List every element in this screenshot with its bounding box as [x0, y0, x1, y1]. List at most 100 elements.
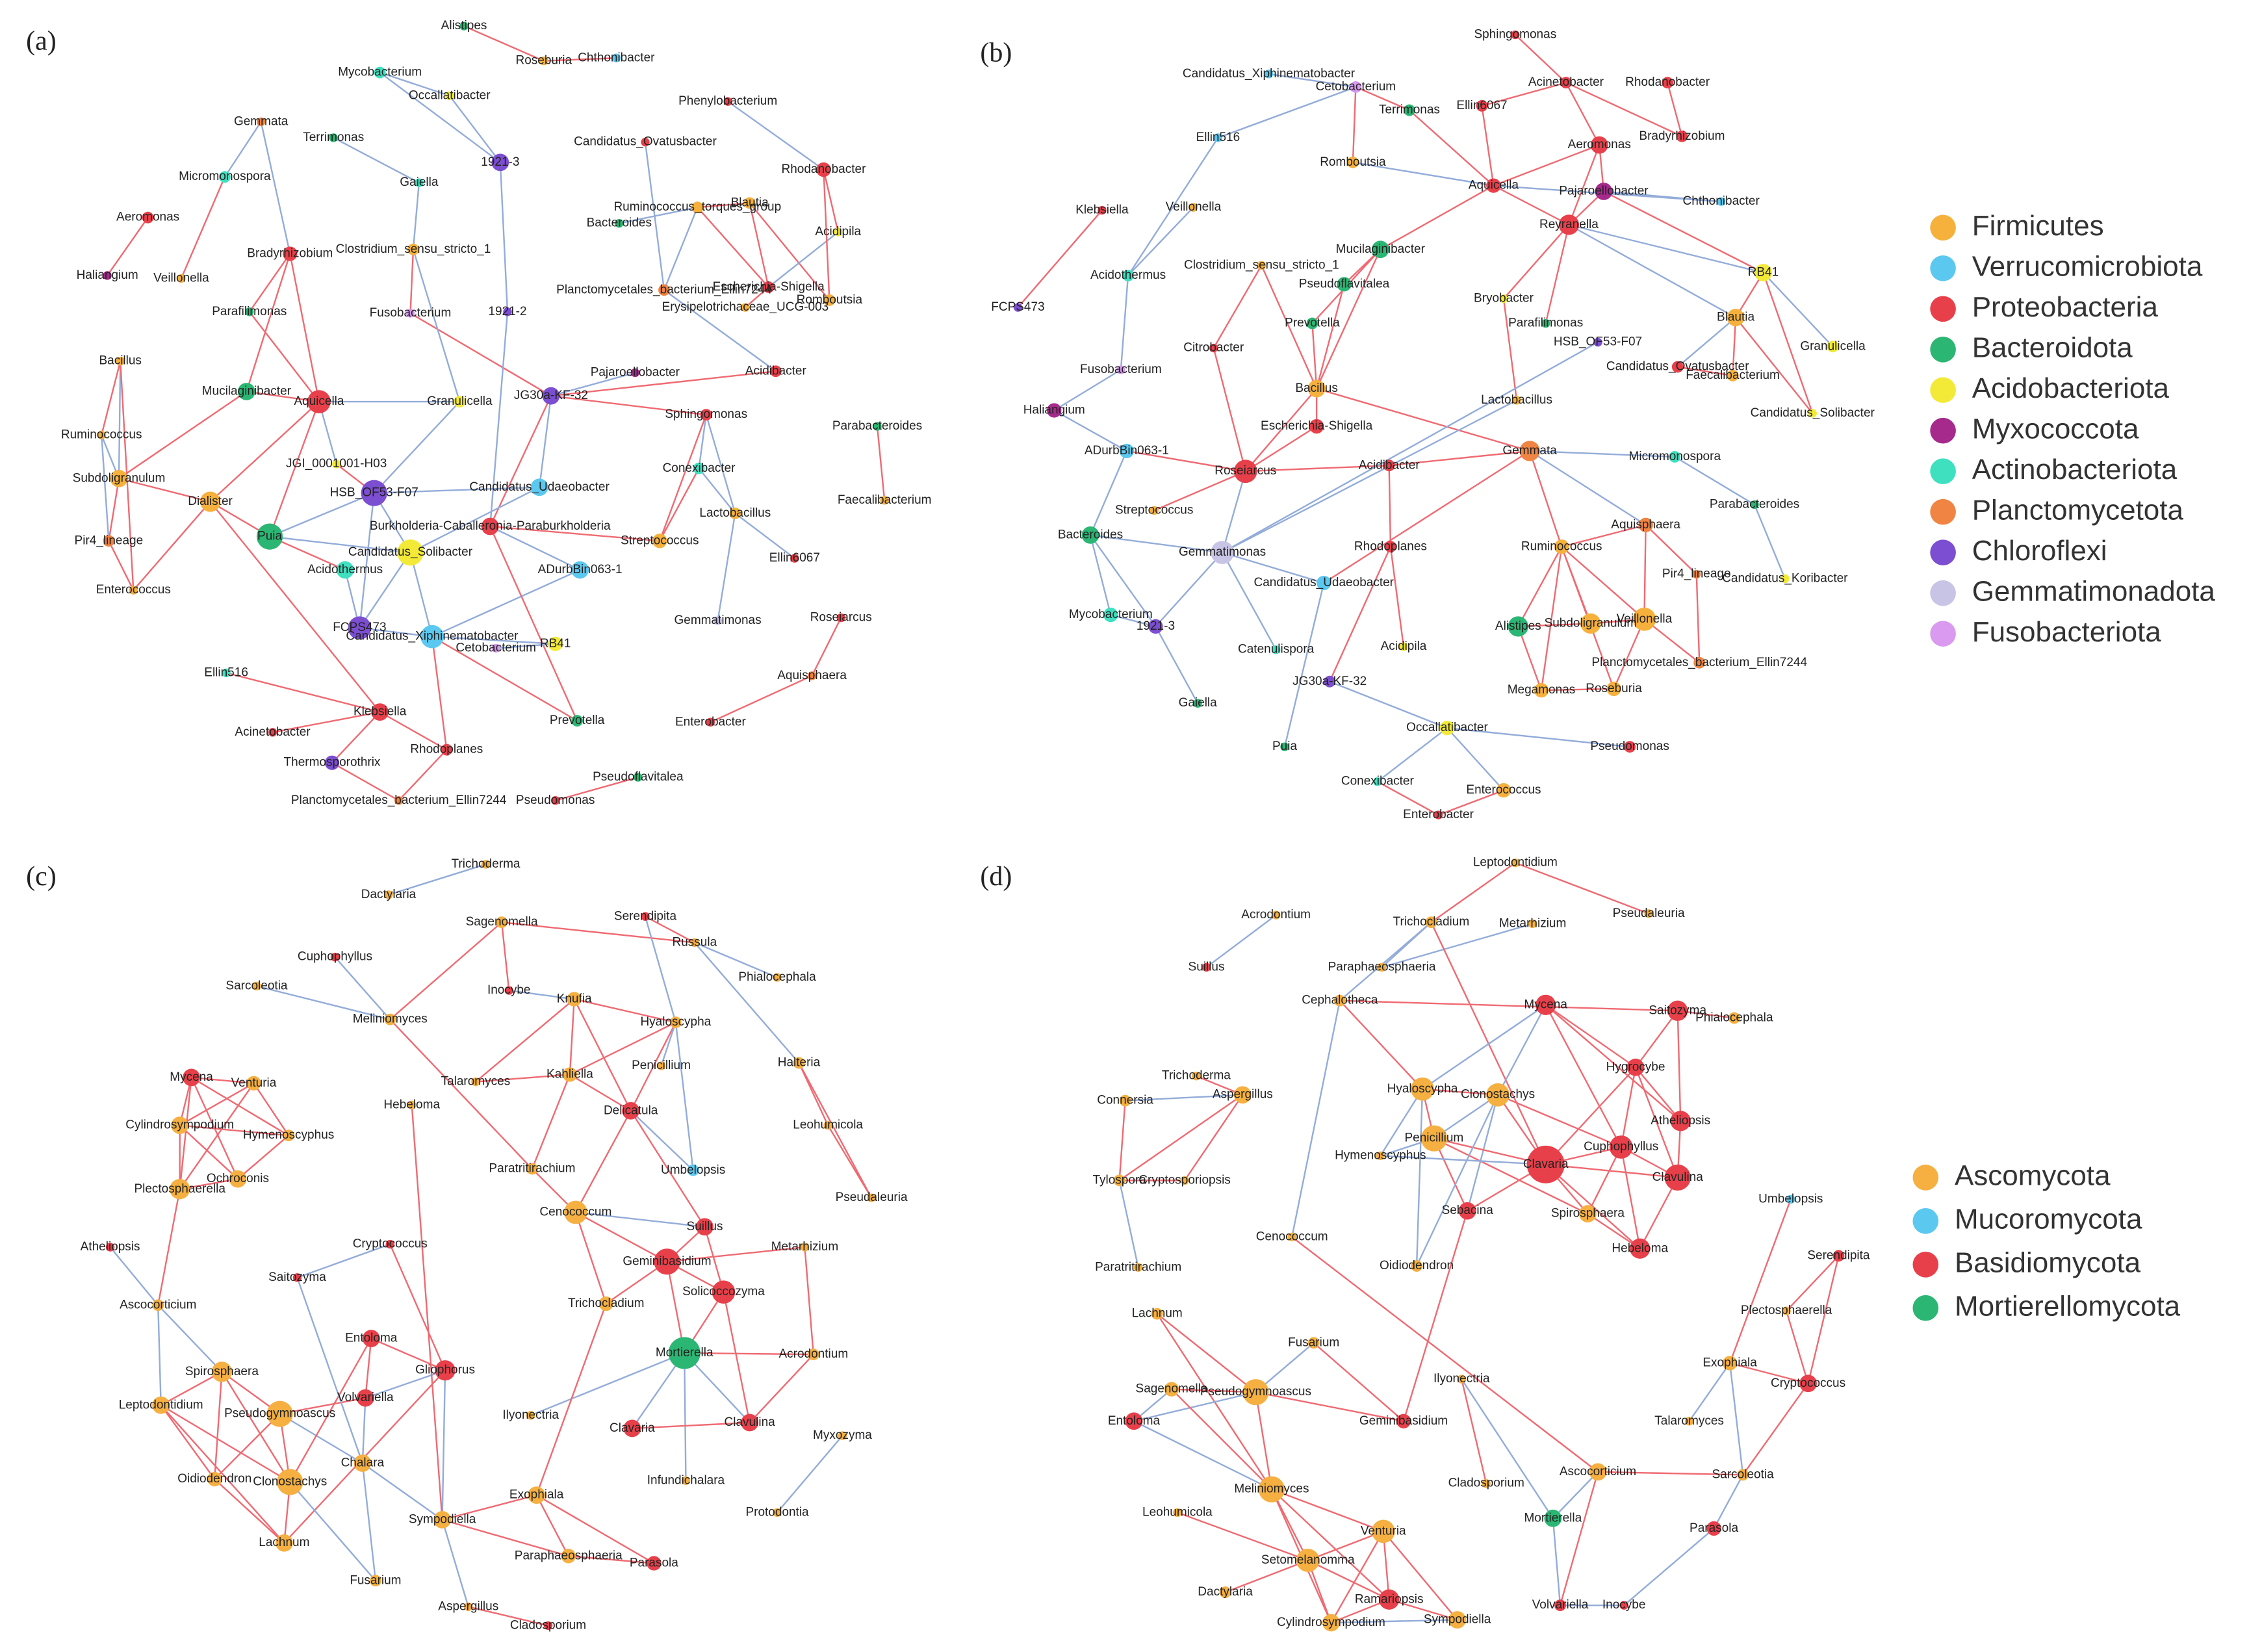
node [353, 1454, 372, 1472]
edge [1244, 388, 1318, 472]
edge [705, 414, 736, 514]
node [1541, 318, 1550, 328]
edge [1561, 546, 1645, 620]
node-label: Bacteroides [587, 216, 652, 230]
node [630, 368, 640, 378]
node [1554, 539, 1569, 554]
node-label: Occallatibacter [409, 88, 491, 102]
node [773, 1508, 782, 1517]
node [1560, 77, 1572, 89]
edge [1329, 680, 1448, 729]
edge [333, 136, 420, 184]
node-label: Trichocladium [1393, 915, 1470, 929]
edge [684, 1352, 687, 1481]
node-label: Sarcoleotia [225, 979, 287, 992]
edge [1153, 471, 1246, 511]
edge [1255, 1391, 1404, 1422]
edge [398, 749, 448, 801]
node [1782, 1306, 1791, 1315]
edge [1380, 185, 1494, 250]
edge [1446, 727, 1504, 791]
node-label: Metarhizium [1499, 916, 1566, 930]
node [1173, 1508, 1182, 1517]
edge [1467, 1094, 1499, 1211]
node-label: Roseiarcus [1215, 464, 1276, 478]
node-label: Volvariella [337, 1391, 394, 1404]
edge [225, 672, 380, 713]
node-label: Aquisphaera [1611, 518, 1680, 532]
edge [1568, 224, 1736, 318]
node-label: JG30a-KF-32 [1292, 675, 1367, 688]
node [1579, 1205, 1597, 1223]
node [769, 365, 782, 378]
node [252, 981, 261, 991]
node [362, 1330, 380, 1347]
legend-label: Bacteroidota [1972, 331, 2133, 363]
node-label: Lachnum [1132, 1307, 1183, 1321]
node [668, 1337, 700, 1369]
node [454, 396, 466, 408]
node [658, 284, 670, 296]
node [873, 422, 882, 431]
edge [157, 1189, 181, 1306]
node [1590, 136, 1608, 154]
edge [1643, 618, 1700, 664]
node-label: Pseudomonas [516, 794, 595, 807]
edge [160, 1404, 216, 1480]
edge [827, 1124, 873, 1198]
node-label: Micromonospora [179, 170, 271, 183]
node [816, 162, 831, 177]
node-label: Geminibasidium [1359, 1414, 1448, 1428]
node [807, 671, 817, 680]
edge [1422, 1004, 1547, 1090]
edge [632, 1421, 750, 1430]
node [1499, 294, 1508, 303]
edge [331, 762, 400, 801]
node-label: Roseburia [515, 54, 572, 68]
node [1396, 1413, 1411, 1428]
node [1511, 858, 1520, 868]
node-label: Aquicella [294, 394, 344, 408]
edge [644, 916, 676, 1023]
edge [1568, 144, 1600, 226]
node-label: Entoloma [345, 1332, 398, 1345]
node [1528, 919, 1537, 929]
edge [1053, 409, 1127, 452]
edge [1643, 524, 1647, 619]
node-label: Sarcoleotia [1712, 1467, 1774, 1481]
node [654, 1248, 680, 1275]
node-label: Ellin516 [1196, 131, 1240, 144]
node [222, 668, 231, 678]
node-label: Lachnum [259, 1536, 309, 1549]
edge [161, 1404, 290, 1483]
edge [1518, 623, 1591, 628]
node [1580, 613, 1601, 634]
legend-dot [1912, 1295, 1939, 1321]
edge [1120, 275, 1129, 370]
node-label: Cephalotheca [1302, 994, 1378, 1007]
edge [1316, 387, 1530, 452]
node [1322, 1614, 1340, 1632]
edge [1565, 82, 1682, 137]
node [836, 613, 845, 623]
node [1151, 1308, 1163, 1320]
legend-label: Verrucomicrobiota [1972, 250, 2203, 282]
node-label: Pajaroellobacter [1559, 185, 1649, 198]
edge [118, 391, 248, 480]
edge [248, 253, 291, 313]
node [1287, 1232, 1296, 1242]
node-label: Rhodanobacter [781, 162, 866, 176]
edge [1695, 574, 1701, 663]
edge [1438, 789, 1504, 816]
node [218, 171, 231, 183]
node-label: Bryobacter [1474, 292, 1534, 305]
node [1399, 642, 1408, 651]
edge [1762, 272, 1834, 348]
node [1728, 1012, 1740, 1024]
node-label: Venturia [231, 1076, 277, 1090]
edge [101, 435, 110, 541]
node [526, 1163, 538, 1175]
node-label: Kahliella [546, 1067, 593, 1081]
edge [1729, 1363, 1744, 1475]
node-label: FCPS473 [333, 621, 386, 634]
